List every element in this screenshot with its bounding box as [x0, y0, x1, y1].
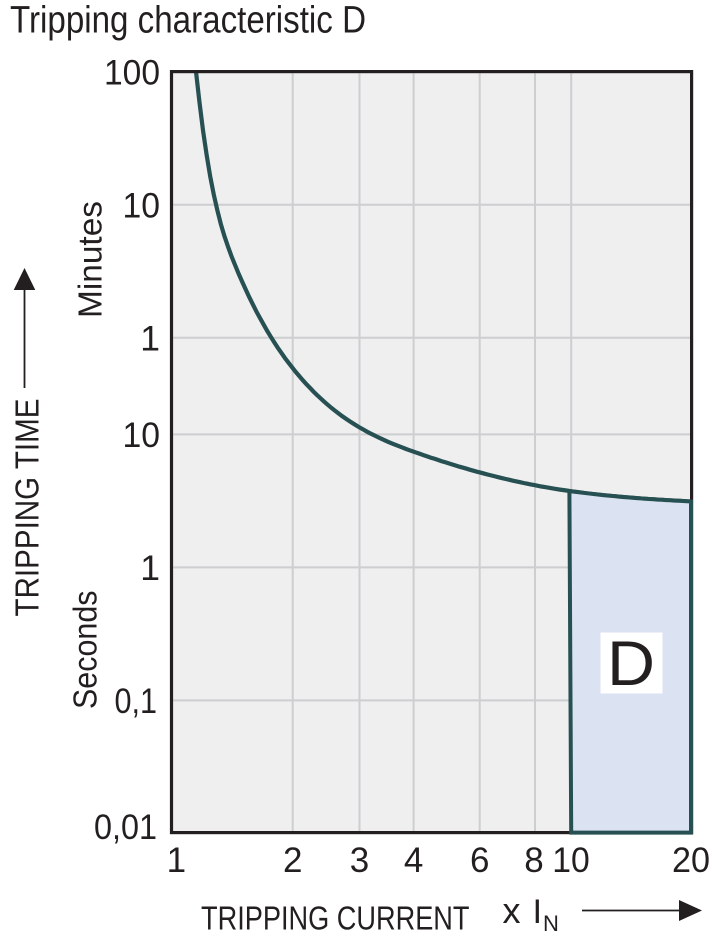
svg-text:I: I: [533, 893, 543, 931]
svg-text:10: 10: [552, 841, 590, 880]
svg-text:x: x: [503, 890, 521, 931]
svg-text:0,01: 0,01: [94, 807, 157, 847]
svg-text:4: 4: [404, 841, 423, 880]
svg-text:D: D: [607, 629, 655, 699]
svg-text:N: N: [543, 911, 559, 936]
svg-text:TRIPPING TIME: TRIPPING TIME: [9, 399, 46, 617]
svg-text:Tripping characteristic D: Tripping characteristic D: [10, 0, 366, 42]
svg-text:Minutes: Minutes: [72, 201, 109, 318]
svg-text:6: 6: [470, 841, 489, 880]
svg-text:100: 100: [104, 53, 160, 93]
svg-text:8: 8: [524, 841, 543, 880]
svg-text:TRIPPING CURRENT: TRIPPING CURRENT: [201, 900, 470, 937]
svg-text:1: 1: [140, 318, 160, 358]
svg-text:0,1: 0,1: [115, 681, 158, 721]
svg-text:2: 2: [283, 841, 302, 880]
svg-text:10: 10: [123, 415, 161, 455]
svg-text:1: 1: [140, 548, 160, 588]
svg-text:1: 1: [167, 841, 186, 880]
svg-text:Seconds: Seconds: [67, 591, 104, 710]
svg-text:10: 10: [123, 185, 161, 225]
svg-text:20: 20: [672, 841, 710, 880]
svg-text:3: 3: [350, 841, 369, 880]
